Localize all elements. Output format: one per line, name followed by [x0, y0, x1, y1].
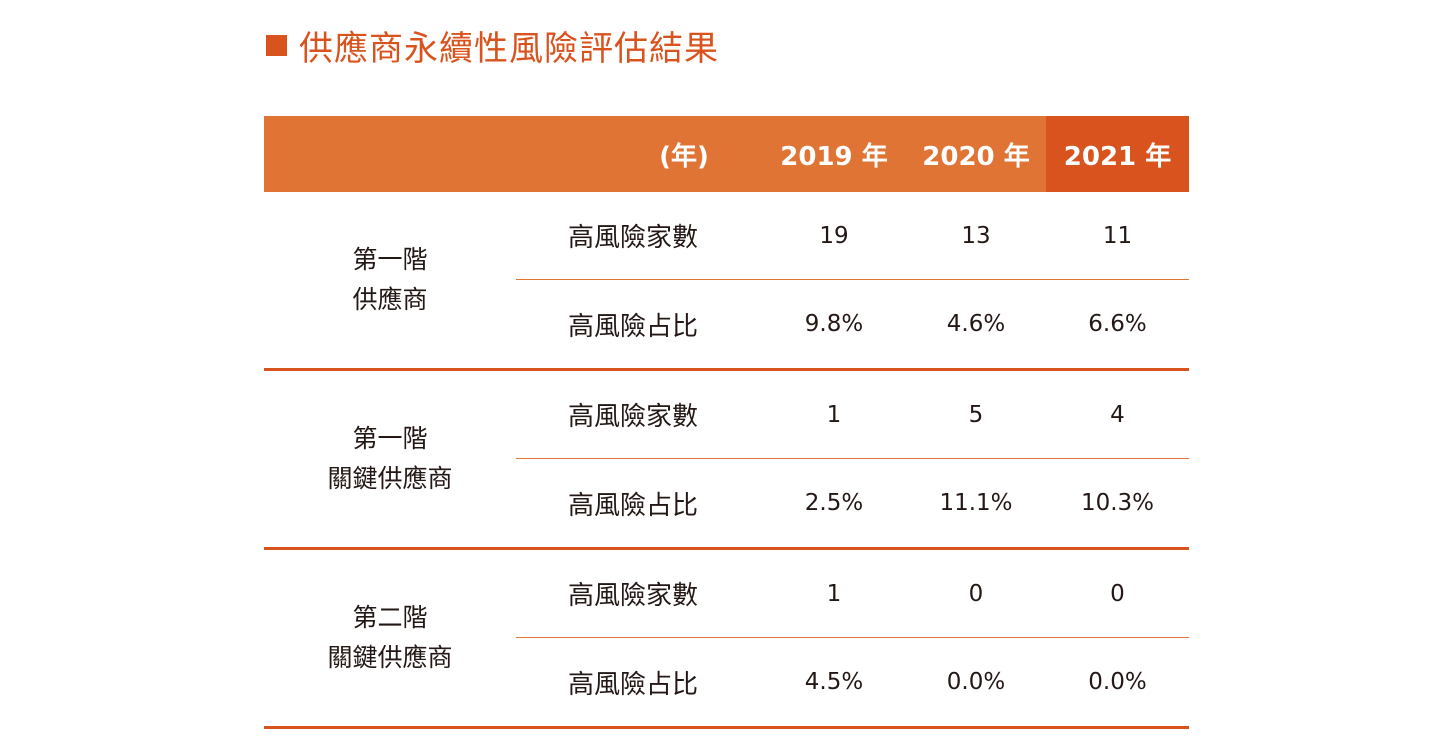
value-2021: 6.6% [1088, 311, 1147, 337]
group-label-line1: 第二階 [352, 603, 428, 632]
group-label-line1: 第一階 [352, 245, 428, 274]
value-2020: 11.1% [939, 490, 1013, 516]
group-label: 第一階 關鍵供應商 [264, 371, 516, 547]
risk-assessment-table: (年) 2019 年 2020 年 2021 年 第一階 供應商 高風險家數 1… [264, 116, 1189, 729]
value-2020: 0.0% [946, 669, 1006, 695]
value-2019: 9.8% [804, 311, 864, 337]
metric-label: 高風險占比 [568, 490, 699, 521]
value-2021: 10.3% [1080, 490, 1155, 516]
table-row: 高風險家數 19 13 11 [516, 192, 1189, 280]
value-2019: 19 [819, 222, 849, 249]
value-2019: 1 [826, 401, 842, 428]
value-2020: 13 [961, 222, 991, 249]
metric-label: 高風險家數 [568, 581, 699, 611]
group-label-line1: 第一階 [352, 424, 428, 453]
square-bullet-icon [266, 34, 287, 56]
metric-label: 高風險家數 [568, 402, 699, 432]
header-unit: (年) [659, 141, 709, 172]
group-tier2-key-suppliers: 第二階 關鍵供應商 高風險家數 1 0 0 高風險占比 4.5% 0.0% 0.… [264, 550, 1189, 729]
value-2021: 4 [1110, 401, 1125, 428]
group-label: 第二階 關鍵供應商 [264, 550, 516, 726]
value-2021: 0 [1110, 580, 1125, 607]
value-2020: 4.6% [946, 311, 1006, 337]
group-label-line2: 關鍵供應商 [327, 643, 453, 672]
table-row: 高風險家數 1 0 0 [516, 550, 1189, 638]
value-2019: 1 [826, 580, 842, 607]
group-tier1-key-suppliers: 第一階 關鍵供應商 高風險家數 1 5 4 高風險占比 2.5% 11.1% 1… [264, 371, 1189, 550]
metric-label: 高風險占比 [568, 311, 699, 342]
metric-label: 高風險占比 [568, 669, 699, 700]
header-year-2021: 2021 年 [1046, 116, 1189, 192]
metric-label: 高風險家數 [568, 223, 699, 253]
table-row: 高風險占比 9.8% 4.6% 6.6% [516, 280, 1189, 368]
table-row: 高風險占比 2.5% 11.1% 10.3% [516, 459, 1189, 547]
title-text: 供應商永續性風險評估結果 [299, 28, 719, 69]
value-2019: 2.5% [804, 490, 864, 516]
table-row: 高風險占比 4.5% 0.0% 0.0% [516, 638, 1189, 726]
value-2020: 5 [968, 401, 984, 428]
group-label: 第一階 供應商 [264, 192, 516, 368]
value-2021: 0.0% [1088, 669, 1147, 695]
header-year-2019: 2019 年 [780, 141, 888, 172]
table-header: (年) 2019 年 2020 年 2021 年 [264, 116, 1189, 192]
group-tier1-suppliers: 第一階 供應商 高風險家數 19 13 11 高風險占比 9.8% 4.6% 6… [264, 192, 1189, 371]
group-label-line2: 供應商 [352, 285, 428, 314]
value-2019: 4.5% [804, 669, 864, 695]
value-2021: 11 [1102, 222, 1133, 249]
header-year-2020: 2020 年 [922, 141, 1030, 172]
value-2020: 0 [968, 580, 984, 607]
group-label-line2: 關鍵供應商 [327, 464, 453, 493]
page-title: 供應商永續性風險評估結果 [266, 22, 719, 69]
table-row: 高風險家數 1 5 4 [516, 371, 1189, 459]
